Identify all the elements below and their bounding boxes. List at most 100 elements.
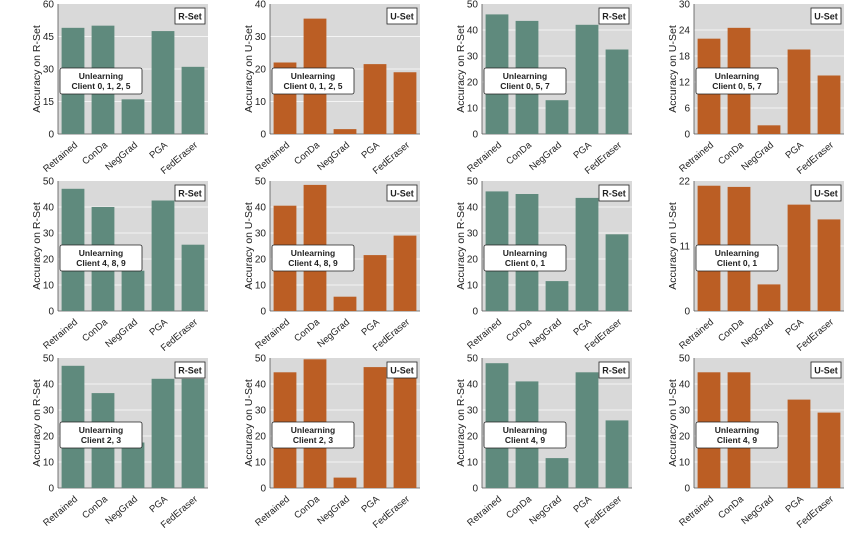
y-axis-label: Accuracy on U-Set xyxy=(243,379,255,467)
bar xyxy=(363,367,387,488)
annotation-text: Client 4, 9 xyxy=(717,435,757,445)
x-tick-label: NegGrad xyxy=(739,140,776,173)
bar xyxy=(151,200,175,311)
x-tick-label: NegGrad xyxy=(739,494,776,527)
bar xyxy=(817,75,841,134)
annotation-text: Client 4, 8, 9 xyxy=(288,258,338,268)
annotation-text: Unlearning xyxy=(715,425,759,435)
y-tick-label: 20 xyxy=(255,432,267,443)
y-axis-label: Accuracy on U-Set xyxy=(243,25,255,113)
annotation-text: Unlearning xyxy=(291,248,335,258)
y-tick-label: 30 xyxy=(255,406,267,417)
x-tick-label: NegGrad xyxy=(315,140,352,173)
y-tick-label: 12 xyxy=(679,78,691,89)
annotation-box xyxy=(695,67,779,95)
y-tick-label: 0 xyxy=(48,307,54,318)
set-badge-label: R-Set xyxy=(178,189,202,199)
x-tick-label: PGA xyxy=(783,139,806,161)
x-tick-label: NegGrad xyxy=(315,494,352,527)
y-axis-label: Accuracy on U-Set xyxy=(667,202,679,290)
annotation-text: Unlearning xyxy=(291,71,335,81)
annotation-text: Client 2, 3 xyxy=(81,435,121,445)
y-tick-label: 20 xyxy=(255,65,267,76)
chart-panel: 0 10 20 30 40 50 Retrained ConDa NegGrad PGA FedEr… xyxy=(424,354,634,531)
y-tick-label: 45 xyxy=(43,32,55,43)
x-tick-label: Retrained xyxy=(253,140,292,175)
bar xyxy=(575,24,599,134)
annotation-text: Unlearning xyxy=(79,425,123,435)
x-tick-label: NegGrad xyxy=(527,317,564,350)
annotation-text: Unlearning xyxy=(715,71,759,81)
x-tick-label: NegGrad xyxy=(527,140,564,173)
y-tick-label: 0 xyxy=(48,484,54,495)
bar xyxy=(333,296,357,311)
y-tick-label: 20 xyxy=(43,432,55,443)
annotation-text: Unlearning xyxy=(79,248,123,258)
bar xyxy=(605,49,629,134)
annotation-box xyxy=(695,244,779,272)
y-tick-label: 20 xyxy=(467,432,479,443)
y-tick-label: 40 xyxy=(43,380,55,391)
y-axis-label: Accuracy on U-Set xyxy=(243,202,255,290)
y-tick-label: 10 xyxy=(43,281,55,292)
bar xyxy=(545,281,569,311)
set-badge xyxy=(810,361,842,379)
y-axis-label: Accuracy on R-Set xyxy=(455,379,467,467)
y-tick-label: 0 xyxy=(260,307,266,318)
bar xyxy=(121,99,145,134)
annotation-text: Client 4, 8, 9 xyxy=(76,258,126,268)
y-tick-label: 60 xyxy=(43,0,55,11)
y-tick-label: 0 xyxy=(260,484,266,495)
annotation-box xyxy=(271,244,355,272)
x-tick-label: Retrained xyxy=(677,494,716,529)
y-tick-label: 15 xyxy=(43,97,55,108)
annotation-text: Unlearning xyxy=(79,71,123,81)
y-axis-label: Accuracy on R-Set xyxy=(31,202,43,290)
y-tick-label: 18 xyxy=(679,52,691,63)
y-tick-label: 10 xyxy=(679,458,691,469)
x-tick-label: PGA xyxy=(571,316,594,338)
y-tick-label: 10 xyxy=(467,458,479,469)
annotation-text: Unlearning xyxy=(291,425,335,435)
y-tick-label: 10 xyxy=(255,97,267,108)
bar xyxy=(393,235,417,311)
x-tick-label: Retrained xyxy=(465,317,504,352)
x-tick-label: PGA xyxy=(571,493,594,515)
x-tick-label: NegGrad xyxy=(527,494,564,527)
x-tick-label: Retrained xyxy=(41,140,80,175)
y-tick-label: 40 xyxy=(467,380,479,391)
set-badge-label: U-Set xyxy=(390,366,414,376)
y-tick-label: 20 xyxy=(467,255,479,266)
y-tick-label: 30 xyxy=(679,0,691,11)
set-badge xyxy=(598,7,630,25)
x-tick-label: Retrained xyxy=(253,317,292,352)
annotation-text: Client 0, 5, 7 xyxy=(500,81,550,91)
bar xyxy=(121,442,145,488)
y-tick-label: 40 xyxy=(255,380,267,391)
annotation-text: Unlearning xyxy=(503,248,547,258)
set-badge-label: U-Set xyxy=(390,189,414,199)
bar xyxy=(787,49,811,134)
x-tick-label: Retrained xyxy=(677,140,716,175)
annotation-box xyxy=(483,421,567,449)
y-tick-label: 0 xyxy=(684,130,690,141)
y-tick-label: 10 xyxy=(467,104,479,115)
y-tick-label: 0 xyxy=(684,484,690,495)
set-badge-label: U-Set xyxy=(814,366,838,376)
set-badge-label: R-Set xyxy=(602,12,626,22)
y-axis-label: Accuracy on R-Set xyxy=(455,25,467,113)
y-tick-label: 20 xyxy=(679,432,691,443)
y-tick-label: 0 xyxy=(472,307,478,318)
y-tick-label: 40 xyxy=(43,203,55,214)
x-tick-label: Retrained xyxy=(253,494,292,529)
y-tick-label: 0 xyxy=(472,130,478,141)
chart-panel: 0 10 20 30 40 50 Retrained ConDa NegGrad PGA FedEr… xyxy=(212,177,422,370)
bar xyxy=(757,125,781,134)
